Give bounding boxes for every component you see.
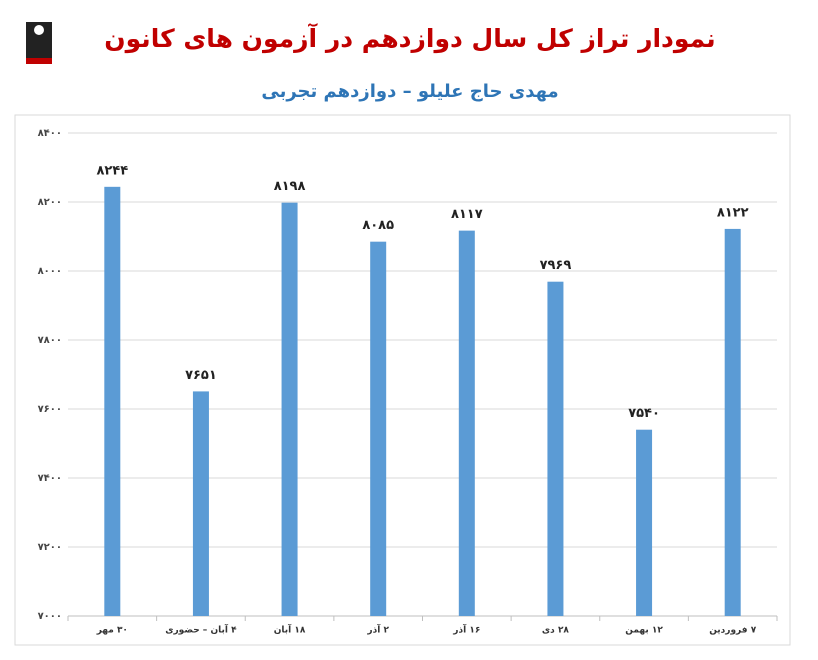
chart-title: نمودار تراز کل سال دوازدهم در آزمون های … bbox=[104, 23, 715, 54]
data-label: ۸۱۹۸ bbox=[274, 179, 306, 194]
bar bbox=[458, 230, 475, 616]
data-label: ۷۶۵۱ bbox=[185, 368, 217, 383]
y-tick-label: ۷۰۰۰ bbox=[38, 611, 62, 622]
x-tick-label: ۷ فروردین bbox=[709, 626, 757, 636]
bar bbox=[281, 202, 298, 616]
y-tick-label: ۸۴۰۰ bbox=[38, 128, 62, 139]
bar bbox=[370, 241, 387, 617]
x-tick-label: ۲۸ دی bbox=[542, 626, 570, 636]
logo bbox=[26, 22, 52, 64]
data-label: ۷۵۴۰ bbox=[628, 406, 660, 421]
y-tick-label: ۷۸۰۰ bbox=[38, 335, 62, 346]
y-tick-label: ۸۰۰۰ bbox=[38, 266, 62, 277]
x-tick-label: ۱۸ آبان bbox=[274, 624, 306, 636]
y-tick-label: ۷۴۰۰ bbox=[38, 473, 62, 484]
bar bbox=[547, 281, 564, 616]
data-label: ۸۰۸۵ bbox=[362, 218, 394, 233]
data-label: ۸۲۴۴ bbox=[96, 163, 128, 178]
x-tick-label: ۱۶ آذر bbox=[452, 624, 480, 636]
bar bbox=[724, 228, 741, 616]
bar bbox=[192, 391, 209, 616]
plot-frame bbox=[14, 114, 791, 646]
y-tick-label: ۷۶۰۰ bbox=[38, 404, 62, 415]
bar bbox=[104, 186, 121, 616]
data-label: ۸۱۱۷ bbox=[451, 207, 483, 222]
x-tick-label: ۱۲ بهمن bbox=[625, 626, 663, 636]
bar bbox=[636, 429, 653, 616]
y-tick-label: ۸۲۰۰ bbox=[38, 197, 62, 208]
y-tick-label: ۷۲۰۰ bbox=[38, 542, 62, 553]
x-tick-label: ۳۰ مهر bbox=[96, 626, 128, 636]
x-tick-label: ۲ آذر bbox=[366, 624, 389, 636]
data-label: ۷۹۶۹ bbox=[540, 258, 572, 273]
data-label: ۸۱۲۲ bbox=[717, 205, 749, 220]
chart-subtitle: مهدی حاج علیلو – دوازدهم تجربی bbox=[261, 81, 558, 102]
x-tick-label: ۴ آبان – حضوری bbox=[165, 624, 237, 636]
